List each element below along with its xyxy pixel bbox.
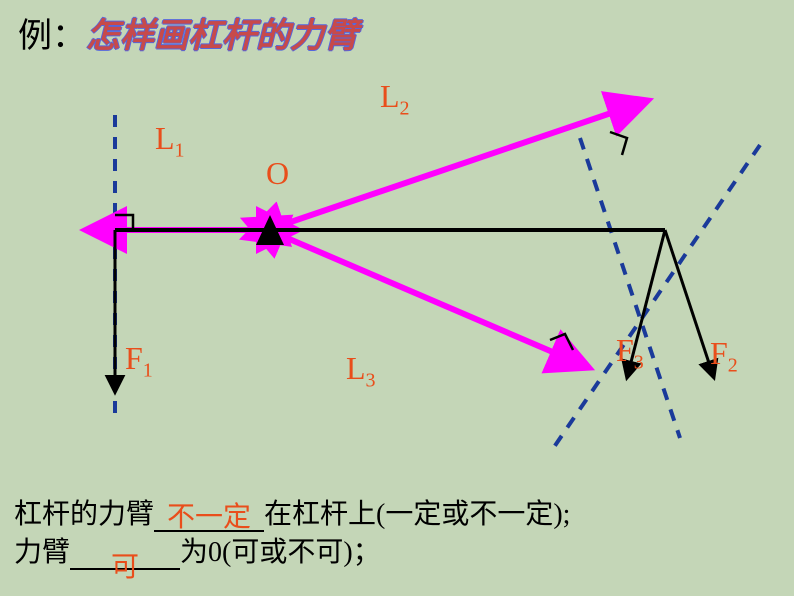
- line1-post: 在杠杆上(一定或不一定);: [264, 499, 570, 530]
- lever-diagram: O L1 L2 L3 F1 F3 F2: [0, 60, 794, 460]
- title-prefix: 例：: [18, 18, 86, 55]
- line2-pre: 力臂: [14, 537, 70, 568]
- example-title: 例：怎样画杠杆的力臂: [18, 8, 358, 57]
- force-f2: [665, 230, 710, 366]
- perp-l3: [550, 334, 573, 350]
- blank-1: 不一定: [154, 501, 264, 532]
- label-L3: L3: [346, 350, 376, 392]
- conclusion-line-2: 力臂可为0(可或不可)；: [14, 530, 381, 570]
- dashed-f2: [552, 145, 760, 450]
- title-main: 怎样画杠杆的力臂: [86, 18, 358, 55]
- label-F2: F2: [710, 335, 738, 377]
- dashed-f3: [580, 138, 680, 438]
- label-F1: F1: [125, 340, 153, 382]
- label-L1: L1: [155, 120, 185, 162]
- label-F3: F3: [616, 332, 644, 374]
- line2-post: 为0(可或不可)；: [180, 537, 381, 568]
- line1-pre: 杠杆的力臂: [14, 499, 154, 530]
- blank-2: 可: [70, 539, 180, 570]
- label-O: O: [266, 155, 289, 192]
- perp-l2: [610, 132, 627, 155]
- arm-l2: [273, 110, 620, 228]
- answer-2: 可: [70, 545, 180, 585]
- label-L2: L2: [380, 78, 410, 120]
- arm-l3: [273, 232, 562, 356]
- conclusion-line-1: 杠杆的力臂不一定在杠杆上(一定或不一定);: [14, 492, 570, 532]
